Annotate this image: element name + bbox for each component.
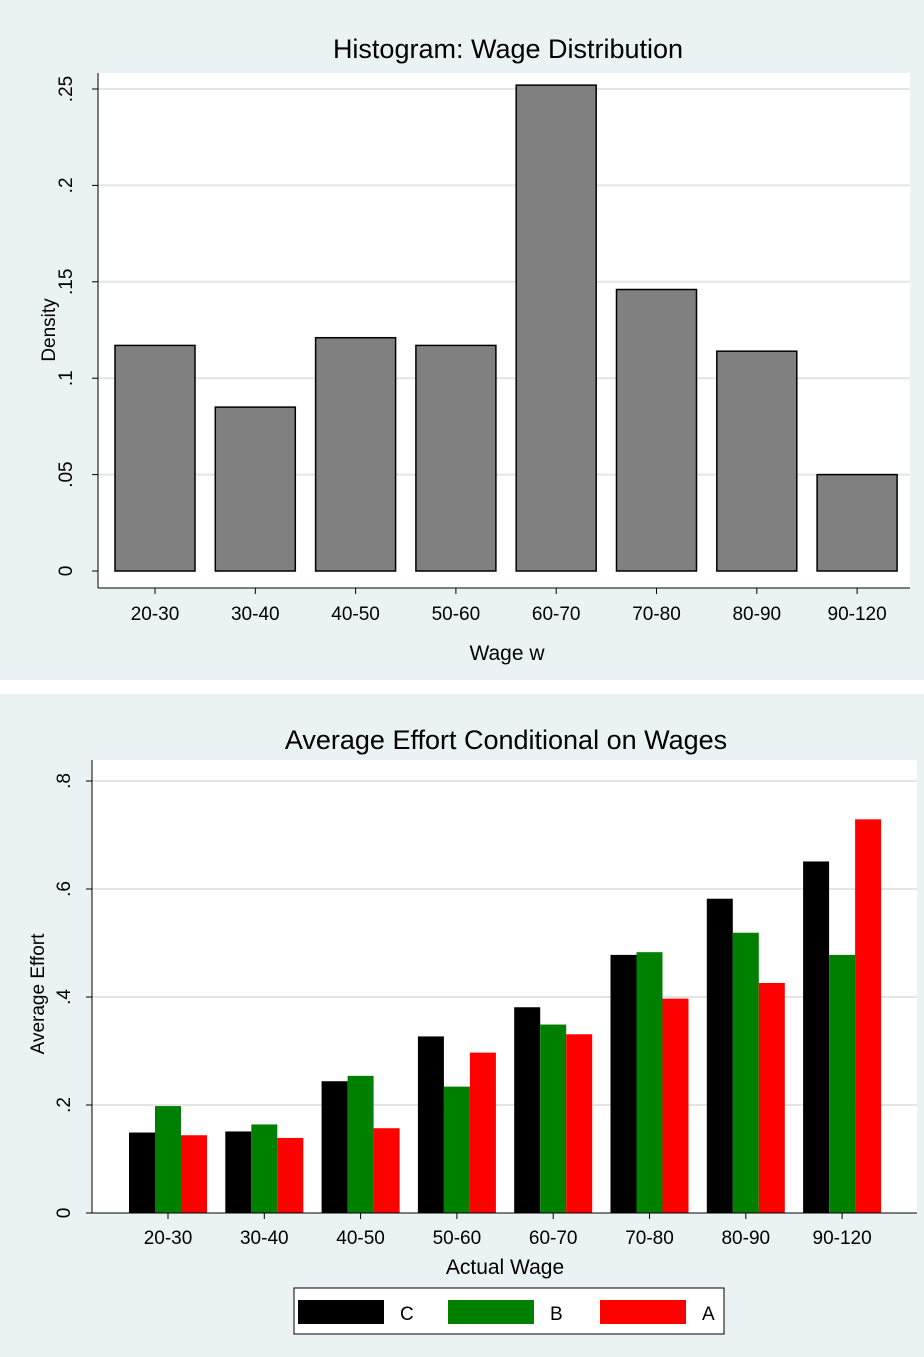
x-axis-label: Wage w bbox=[469, 642, 545, 665]
y-tick-label: .6 bbox=[54, 881, 75, 897]
legend-label: B bbox=[550, 1304, 563, 1325]
x-tick-label: 30-40 bbox=[231, 604, 280, 625]
x-tick-label: 20-30 bbox=[144, 1228, 193, 1249]
histogram-panel: Histogram: Wage Distribution 0 .05 .1 .15 .2… bbox=[0, 0, 924, 680]
x-tick-label: 60-70 bbox=[529, 1228, 578, 1249]
x-tick-label: 90-120 bbox=[828, 604, 887, 625]
legend-swatch-C bbox=[298, 1300, 384, 1324]
y-tick-label: 0 bbox=[56, 566, 77, 577]
legend-label: A bbox=[702, 1304, 715, 1325]
bar-B bbox=[155, 1106, 181, 1213]
bar-B bbox=[636, 952, 663, 1213]
bar-A bbox=[373, 1128, 400, 1213]
y-tick-label: .05 bbox=[56, 461, 77, 487]
histogram-bar bbox=[415, 344, 497, 572]
histogram-bar bbox=[615, 288, 698, 572]
legend-swatch-A bbox=[600, 1300, 686, 1324]
x-tick-label: 90-120 bbox=[813, 1228, 872, 1249]
bar-C bbox=[706, 898, 733, 1213]
x-tick-label: 80-90 bbox=[732, 604, 781, 625]
x-axis-label: Actual Wage bbox=[446, 1256, 564, 1279]
histogram-chart: Histogram: Wage Distribution 0 .05 .1 .15 .2… bbox=[39, 34, 910, 665]
bar-A bbox=[758, 982, 785, 1213]
bar-B bbox=[540, 1024, 567, 1213]
legend-label: C bbox=[400, 1304, 414, 1325]
bar-A bbox=[855, 819, 882, 1213]
bar-A bbox=[277, 1137, 304, 1213]
bar-C bbox=[129, 1132, 155, 1213]
y-tick-label: .2 bbox=[56, 177, 77, 193]
effort-panel: Average Effort Conditional on Wages 0 .2.… bbox=[0, 694, 924, 1357]
y-tick-label: 0 bbox=[54, 1208, 75, 1219]
chart-title: Average Effort Conditional on Wages bbox=[285, 725, 727, 755]
bar-B bbox=[829, 954, 856, 1213]
y-tick-label: .2 bbox=[54, 1097, 75, 1113]
x-tick-label: 40-50 bbox=[331, 604, 380, 625]
y-tick-label: .8 bbox=[54, 773, 75, 789]
bar-C bbox=[610, 954, 637, 1213]
legend-swatch-B bbox=[448, 1300, 534, 1324]
x-tick-label: 40-50 bbox=[336, 1228, 385, 1249]
bar-C bbox=[417, 1036, 444, 1213]
histogram-bar bbox=[214, 406, 297, 572]
x-tick-label: 20-30 bbox=[131, 604, 180, 625]
bar-B bbox=[347, 1075, 374, 1213]
x-tick-label: 80-90 bbox=[721, 1228, 770, 1249]
bar-A bbox=[469, 1052, 496, 1213]
bar-B bbox=[251, 1124, 278, 1213]
x-tick-label: 70-80 bbox=[632, 604, 681, 625]
y-axis-label: Average Effort bbox=[28, 933, 49, 1054]
x-tick-label: 50-60 bbox=[433, 1228, 482, 1249]
x-tick-label: 60-70 bbox=[532, 604, 581, 625]
histogram-bar bbox=[816, 473, 898, 572]
bar-A bbox=[181, 1135, 207, 1213]
bar-C bbox=[321, 1081, 348, 1213]
x-tick-label: 50-60 bbox=[432, 604, 481, 625]
plot-area bbox=[92, 760, 917, 1213]
bar-C bbox=[803, 861, 830, 1213]
bar-B bbox=[732, 932, 759, 1213]
bar-B bbox=[443, 1086, 470, 1213]
y-tick-label: .25 bbox=[56, 76, 77, 102]
histogram-bar bbox=[114, 344, 196, 572]
y-tick-label: .4 bbox=[54, 989, 75, 1005]
histogram-bar bbox=[515, 84, 597, 572]
y-tick-label: .15 bbox=[56, 269, 77, 295]
chart-title: Histogram: Wage Distribution bbox=[333, 34, 683, 64]
x-tick-label: 70-80 bbox=[625, 1228, 674, 1249]
y-axis-label: Density bbox=[39, 298, 60, 362]
histogram-bar bbox=[716, 350, 798, 572]
bar-C bbox=[514, 1007, 541, 1213]
bar-A bbox=[662, 998, 689, 1213]
bar-C bbox=[225, 1131, 252, 1213]
effort-chart: Average Effort Conditional on Wages 0 .2.… bbox=[28, 725, 917, 1335]
y-tick-label: .1 bbox=[56, 370, 77, 386]
histogram-bar bbox=[314, 336, 397, 572]
bar-A bbox=[566, 1034, 593, 1213]
x-tick-label: 30-40 bbox=[240, 1228, 289, 1249]
